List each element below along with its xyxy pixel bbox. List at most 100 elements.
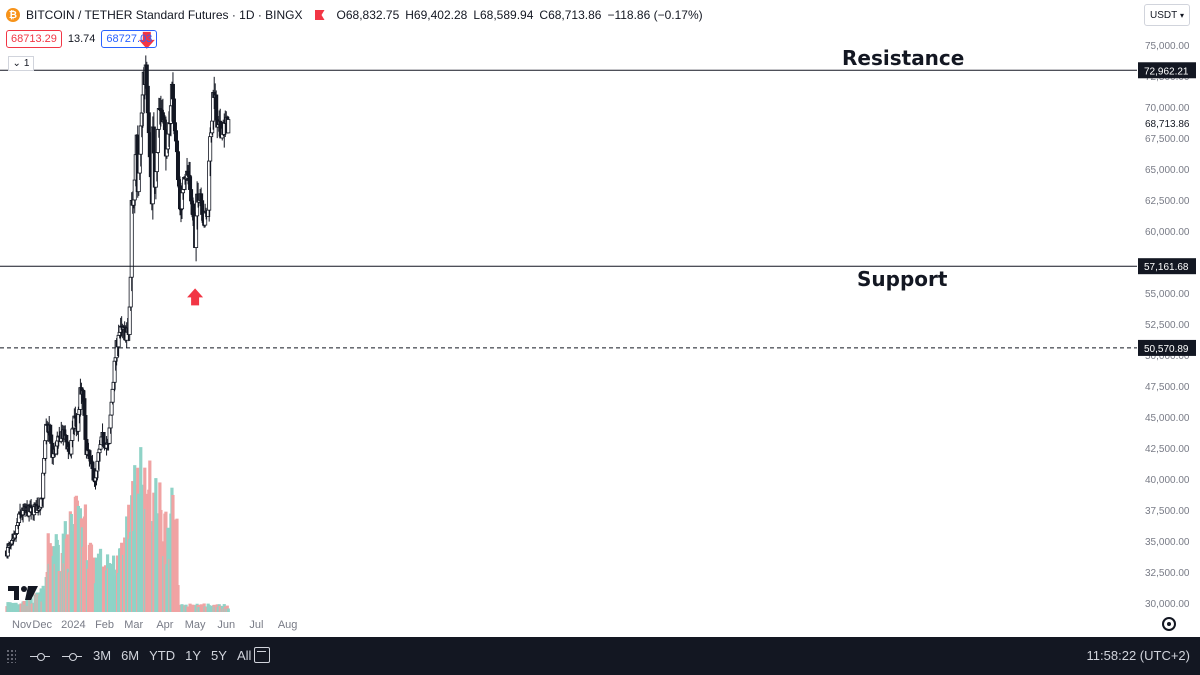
candle-body bbox=[226, 119, 231, 134]
price-tick-label: 70,000.00 bbox=[1145, 103, 1190, 114]
candle-body bbox=[154, 152, 159, 173]
indicator-collapse-button[interactable]: ⌄ 1 bbox=[8, 56, 34, 71]
price-tick-label: 65,000.00 bbox=[1145, 165, 1190, 176]
time-tick-label: Aug bbox=[278, 619, 298, 631]
currency-select[interactable]: USDT ▾ bbox=[1144, 4, 1190, 26]
clock-display[interactable]: 11:58:22 (UTC+2) bbox=[1086, 648, 1190, 663]
range-button-1y[interactable]: 1Y bbox=[185, 648, 202, 663]
range-button-ytd[interactable]: YTD bbox=[149, 648, 176, 663]
compare-icon[interactable] bbox=[30, 649, 50, 663]
candle-body bbox=[146, 112, 151, 134]
candlesticks bbox=[4, 55, 231, 559]
close-label: C bbox=[539, 8, 549, 22]
price-tick-label: 50,000.00 bbox=[1145, 351, 1190, 362]
flag-icon[interactable] bbox=[314, 10, 325, 20]
drag-handle-icon[interactable] bbox=[6, 649, 16, 663]
price-tick-label: 52,500.00 bbox=[1145, 320, 1190, 331]
price-tick-label: 67,500.00 bbox=[1145, 134, 1190, 145]
down-arrow-icon bbox=[138, 31, 155, 49]
price-tick-label: 40,000.00 bbox=[1145, 475, 1190, 486]
time-tick-label: Jun bbox=[217, 619, 235, 631]
price-tick-label: 60,000.00 bbox=[1145, 227, 1190, 238]
candle-body bbox=[127, 306, 132, 335]
bottom-toolbar: 3M 6M YTD 1Y 5Y All 11:58:22 (UTC+2) bbox=[0, 637, 1200, 675]
price-axis[interactable]: 30,000.00 32,500.00 35,000.00 37,500.00 40,0… bbox=[1138, 41, 1196, 610]
time-tick-label: Feb bbox=[95, 619, 114, 631]
level-price-label[interactable] bbox=[1138, 339, 1196, 356]
price-tick-label: 62,500.00 bbox=[1145, 196, 1190, 207]
open-label: O bbox=[336, 8, 346, 22]
range-button-3m[interactable]: 3M bbox=[93, 648, 112, 663]
high-value: 69,402.28 bbox=[413, 8, 468, 22]
time-tick-label: Jul bbox=[249, 619, 263, 631]
volume-bar bbox=[164, 511, 168, 612]
last-price-label: 68,713.86 bbox=[1145, 119, 1190, 130]
compare-icon[interactable] bbox=[62, 649, 82, 663]
price-tick-label: 55,000.00 bbox=[1145, 289, 1190, 300]
open-value: 68,832.75 bbox=[345, 8, 400, 22]
candle-body bbox=[108, 414, 113, 429]
support-price-label[interactable] bbox=[1138, 258, 1196, 275]
volume-bar bbox=[175, 518, 179, 612]
chevron-down-icon: ⌄ bbox=[12, 58, 21, 69]
time-tick-label: May bbox=[185, 619, 206, 631]
resistance-price-text: 72,962.21 bbox=[1144, 66, 1189, 77]
support-annotation: Support bbox=[857, 267, 948, 291]
price-chart[interactable]: 30,000.00 32,500.00 35,000.00 37,500.00 40,0… bbox=[0, 0, 1200, 637]
low-value: 68,589.94 bbox=[480, 8, 534, 22]
price-tick-label: 47,500.00 bbox=[1145, 382, 1190, 393]
volume-bar bbox=[139, 447, 143, 612]
candle-body bbox=[82, 398, 87, 416]
price-tick-label: 75,000.00 bbox=[1145, 41, 1190, 52]
support-price-text: 57,161.68 bbox=[1144, 262, 1189, 273]
bid-ask-badges: 68713.29 13.74 68727.03 bbox=[6, 30, 158, 48]
volume-bar bbox=[39, 588, 43, 612]
price-tick-label: 45,000.00 bbox=[1145, 413, 1190, 424]
price-tick-label: 42,500.00 bbox=[1145, 444, 1190, 455]
time-axis[interactable]: Nov Dec 2024 Feb Mar Apr May Jun Jul Aug bbox=[12, 619, 297, 631]
calendar-icon[interactable] bbox=[254, 647, 270, 663]
ohlc-values: O68,832.75 H69,402.28 L68,589.94 C68,713… bbox=[337, 8, 703, 22]
symbol-title[interactable]: BITCOIN / TETHER Standard Futures · 1D ·… bbox=[26, 8, 303, 22]
buy-price-button[interactable]: 68727.03 bbox=[101, 30, 158, 48]
high-label: H bbox=[405, 8, 414, 22]
time-tick-label: Nov bbox=[12, 619, 32, 631]
candle-body bbox=[64, 434, 69, 443]
bitcoin-icon: ₿ bbox=[6, 8, 20, 22]
price-tick-label: 30,000.00 bbox=[1145, 599, 1190, 610]
volume-bar bbox=[25, 599, 29, 612]
gear-icon[interactable] bbox=[1162, 617, 1176, 631]
chevron-down-icon: ▾ bbox=[1179, 10, 1184, 20]
volume-bar bbox=[83, 504, 88, 612]
date-range-buttons: 3M 6M YTD 1Y 5Y All bbox=[88, 648, 256, 663]
candle-body bbox=[41, 472, 46, 499]
arrow-markers bbox=[138, 31, 204, 306]
volume-bar bbox=[226, 608, 230, 612]
candle-body bbox=[110, 388, 115, 403]
price-tick-label: 35,000.00 bbox=[1145, 537, 1190, 548]
currency-label: USDT bbox=[1150, 9, 1178, 21]
change-value: −118.86 (−0.17%) bbox=[607, 8, 703, 22]
tradingview-logo[interactable] bbox=[8, 584, 38, 602]
price-tick-label: 37,500.00 bbox=[1145, 506, 1190, 517]
chart-header: ₿ BITCOIN / TETHER Standard Futures · 1D… bbox=[6, 6, 703, 24]
up-arrow-icon bbox=[187, 288, 204, 306]
sell-price-button[interactable]: 68713.29 bbox=[6, 30, 62, 48]
price-tick-label: 32,500.00 bbox=[1145, 568, 1190, 579]
candle-body bbox=[151, 126, 156, 154]
volume-bar bbox=[176, 585, 180, 612]
volume-bar bbox=[89, 544, 94, 612]
candle-body bbox=[83, 415, 88, 440]
resistance-price-label[interactable] bbox=[1138, 62, 1196, 79]
volume-bars bbox=[5, 447, 230, 612]
level-price-text: 50,570.89 bbox=[1144, 344, 1189, 355]
time-tick-label: Apr bbox=[156, 619, 173, 631]
close-value: 68,713.86 bbox=[548, 8, 602, 22]
range-button-5y[interactable]: 5Y bbox=[211, 648, 227, 663]
low-label: L bbox=[473, 8, 480, 22]
time-tick-label: Dec bbox=[32, 619, 52, 631]
range-button-all[interactable]: All bbox=[236, 648, 252, 663]
time-tick-label: Mar bbox=[124, 619, 143, 631]
range-button-6m[interactable]: 6M bbox=[121, 648, 140, 663]
horizontal-levels[interactable] bbox=[0, 69, 1137, 349]
